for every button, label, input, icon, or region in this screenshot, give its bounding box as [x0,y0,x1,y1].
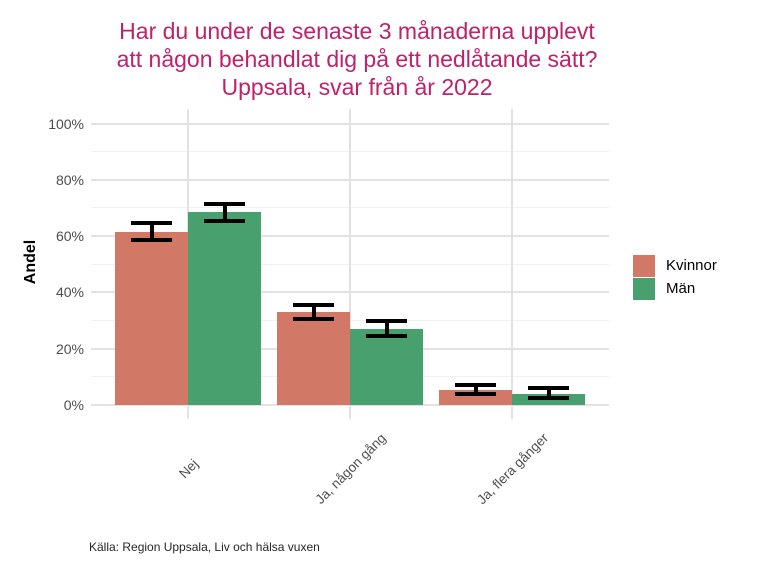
legend-item-kvinnor: Kvinnor [633,254,717,277]
errorbar-man-ja-nagon-gang-cap-bottom [366,334,407,339]
errorbar-kvinnor-ja-flera-ganger-cap-top [455,383,496,388]
errorbar-man-ja-flera-ganger-stem [546,388,551,398]
legend-swatch-kvinnor [633,254,655,277]
y-axis-tick-label: 60% [55,228,84,245]
y-axis-tick-label: 100% [48,115,84,132]
legend-swatch-man [633,277,655,300]
errorbar-kvinnor-ja-nagon-gang-cap-top [293,303,334,308]
legend-label-man: Män [666,280,696,297]
errorbar-kvinnor-ja-nagon-gang-stem [311,305,316,320]
legend-item-man: Män [633,277,717,300]
bar-kvinnor-ja-nagon-gang [277,312,350,405]
legend: Kvinnor Män [633,254,717,300]
plot-panel [91,109,609,419]
errorbar-man-ja-nagon-gang-stem [384,320,389,337]
gridline-vertical-ja-flera-ganger [511,109,513,419]
errorbar-man-ja-nagon-gang-cap-top [366,318,407,323]
chart-title-line: att någon behandlat dig på ett nedlåtand… [116,46,598,72]
chart-title-line: Har du under de senaste 3 månaderna uppl… [119,18,595,44]
errorbar-kvinnor-ja-flera-ganger-stem [473,385,478,394]
chart-title: Har du under de senaste 3 månaderna uppl… [0,17,714,101]
y-axis-tick-label: 80% [55,171,84,188]
y-axis-title: Andel [22,239,39,285]
y-axis-tick-label: 0% [63,397,84,413]
bar-man-ja-nagon-gang [350,328,423,405]
errorbar-man-nej-cap-bottom [204,218,245,223]
y-axis-tick-label: 40% [55,284,84,301]
errorbar-man-ja-flera-ganger-cap-bottom [528,395,569,400]
errorbar-kvinnor-ja-nagon-gang-cap-bottom [293,317,334,322]
errorbar-kvinnor-ja-flera-ganger-cap-bottom [455,391,496,396]
source-caption: Källa: Region Uppsala, Liv och hälsa vux… [89,540,320,554]
errorbar-man-nej-cap-top [204,201,245,206]
gridline-vertical-ja-nagon-gang [349,109,351,419]
errorbar-kvinnor-nej-cap-bottom [131,238,172,243]
errorbar-kvinnor-nej-cap-top [131,221,172,226]
bar-kvinnor-nej [115,231,188,405]
errorbar-kvinnor-nej-stem [149,223,154,241]
errorbar-man-nej-stem [222,203,227,221]
errorbar-man-ja-flera-ganger-cap-top [528,386,569,391]
y-axis-tick-label: 20% [55,340,84,357]
bar-man-nej [188,212,261,405]
legend-label-kvinnor: Kvinnor [666,257,717,274]
chart-title-line: Uppsala, svar från år 2022 [221,74,493,100]
